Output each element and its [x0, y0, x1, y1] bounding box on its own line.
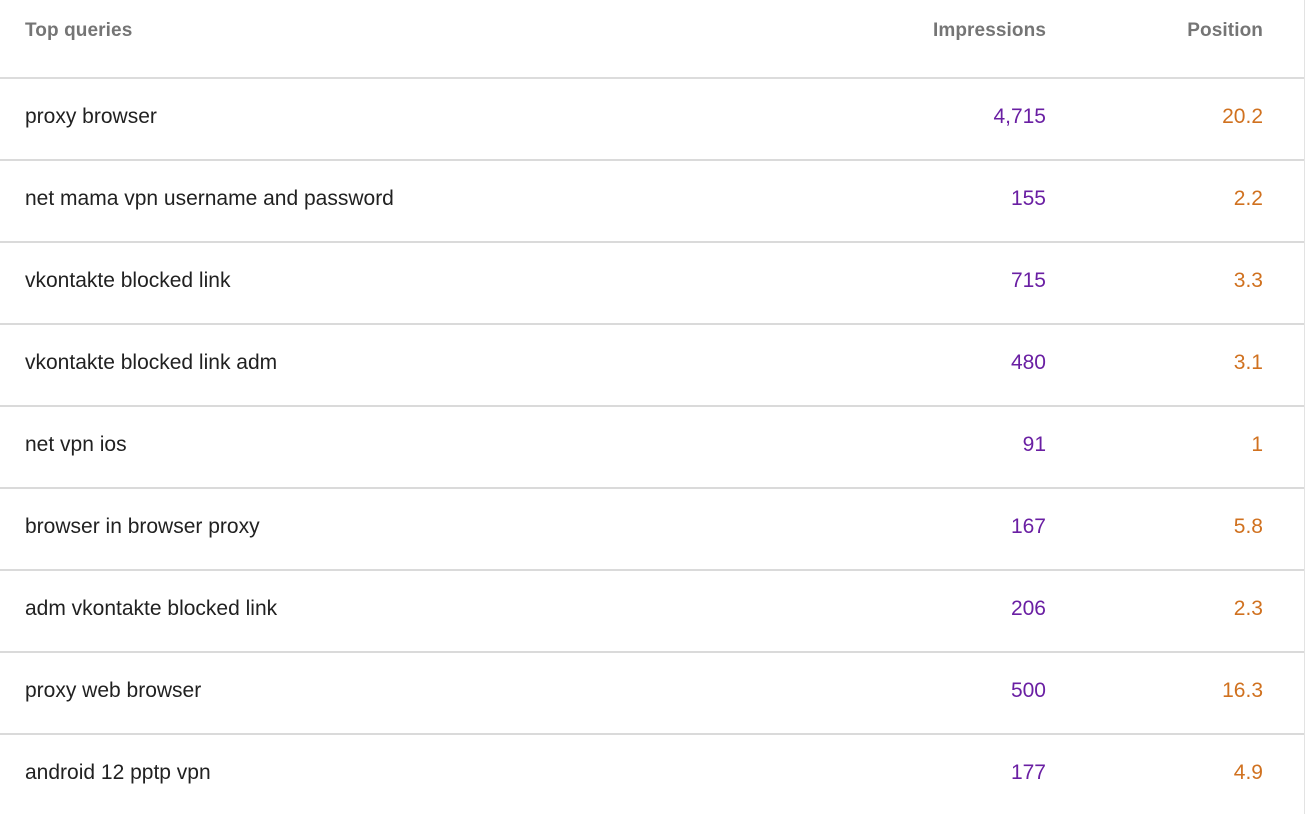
- impressions-value: 715: [1010, 269, 1046, 292]
- table-row[interactable]: proxy browser 4,715 20.2: [0, 79, 1304, 161]
- impressions-value: 206: [1010, 597, 1046, 620]
- query-text: android 12 pptp vpn: [25, 761, 211, 784]
- impressions-value: 155: [1010, 187, 1046, 210]
- impressions-value: 500: [1010, 679, 1046, 702]
- header-top-queries[interactable]: Top queries: [25, 20, 133, 41]
- query-text: browser in browser proxy: [25, 515, 260, 538]
- table-row[interactable]: android 12 pptp vpn 177 4.9: [0, 735, 1304, 817]
- query-text: vkontakte blocked link adm: [25, 351, 278, 374]
- table-row[interactable]: vkontakte blocked link 715 3.3: [0, 243, 1304, 325]
- position-value: 3.1: [1233, 351, 1263, 374]
- table-row[interactable]: browser in browser proxy 167 5.8: [0, 489, 1304, 571]
- impressions-value: 167: [1010, 515, 1046, 538]
- table-row[interactable]: net vpn ios 91 1: [0, 407, 1304, 489]
- header-impressions[interactable]: Impressions: [932, 20, 1046, 41]
- position-value: 4.9: [1233, 761, 1263, 784]
- position-value: 20.2: [1222, 105, 1263, 128]
- position-value: 3.3: [1233, 269, 1263, 292]
- table-header: Top queries Impressions Position: [0, 0, 1304, 79]
- position-value: 5.8: [1233, 515, 1263, 538]
- position-value: 2.3: [1233, 597, 1263, 620]
- query-text: adm vkontakte blocked link: [25, 597, 278, 620]
- header-position[interactable]: Position: [1187, 20, 1263, 41]
- position-value: 16.3: [1222, 679, 1263, 702]
- query-text: vkontakte blocked link: [25, 269, 231, 292]
- table-row[interactable]: proxy web browser 500 16.3: [0, 653, 1304, 735]
- table-row[interactable]: net mama vpn username and password 155 2…: [0, 161, 1304, 243]
- query-text: net mama vpn username and password: [25, 187, 394, 210]
- table-row[interactable]: adm vkontakte blocked link 206 2.3: [0, 571, 1304, 653]
- query-text: net vpn ios: [25, 433, 127, 456]
- impressions-value: 91: [1022, 433, 1046, 456]
- table-body: proxy browser 4,715 20.2 net mama vpn us…: [0, 79, 1304, 817]
- position-value: 1: [1251, 433, 1263, 456]
- impressions-value: 4,715: [993, 105, 1046, 128]
- impressions-value: 177: [1010, 761, 1046, 784]
- query-text: proxy browser: [25, 105, 157, 128]
- impressions-value: 480: [1010, 351, 1046, 374]
- query-text: proxy web browser: [25, 679, 202, 702]
- table-row[interactable]: vkontakte blocked link adm 480 3.1: [0, 325, 1304, 407]
- position-value: 2.2: [1233, 187, 1263, 210]
